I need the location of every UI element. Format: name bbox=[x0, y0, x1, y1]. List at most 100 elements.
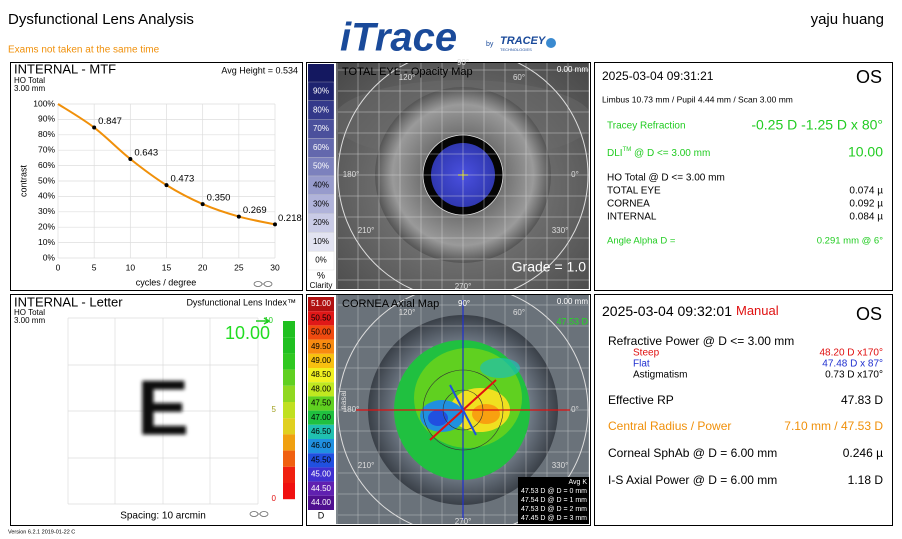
scale-cell bbox=[308, 353, 334, 368]
map-angle: 180° bbox=[343, 170, 360, 179]
app-title: Dysfunctional Lens Analysis bbox=[8, 11, 194, 28]
y-tick-label: 70% bbox=[38, 144, 55, 154]
scale-cap bbox=[308, 64, 334, 82]
mtf-point bbox=[200, 202, 205, 207]
company: TRACEY bbox=[500, 35, 547, 47]
gauge-segment bbox=[283, 466, 295, 483]
map-angle: 0° bbox=[571, 170, 579, 179]
is-value: 1.18 D bbox=[848, 473, 884, 487]
ho-row-label: CORNEA bbox=[607, 199, 650, 210]
mtf-value-label: 0.473 bbox=[171, 174, 195, 185]
sphab-label: Corneal SphAb @ D = 6.00 mm bbox=[608, 446, 777, 460]
map-angle: 90° bbox=[457, 58, 469, 67]
scale-label: 20% bbox=[313, 218, 329, 227]
glasses-icon bbox=[253, 281, 273, 287]
cornea-unit: D bbox=[318, 510, 325, 520]
refraction-label: Tracey Refraction bbox=[607, 121, 686, 132]
mtf-value-label: 0.350 bbox=[207, 193, 231, 204]
exam-date: 2025-03-04 09:32:01 Manual bbox=[602, 303, 779, 319]
gauge-segment bbox=[283, 353, 295, 370]
scale-label: 30% bbox=[313, 199, 329, 208]
letter-title: INTERNAL - Letter bbox=[14, 294, 123, 309]
erp-label: Effective RP bbox=[608, 393, 674, 407]
logo: iTrace bbox=[340, 16, 457, 60]
letter-panel bbox=[10, 294, 303, 526]
scale-cell bbox=[308, 325, 334, 340]
scale-cell bbox=[308, 467, 334, 482]
map-angle: 60° bbox=[513, 308, 525, 317]
scale-cell bbox=[308, 453, 334, 468]
scale-cell bbox=[308, 368, 334, 383]
scale-label: 0% bbox=[315, 256, 327, 265]
scale-cell bbox=[308, 410, 334, 425]
exam-info: Limbus 10.73 mm / Pupil 4.44 mm / Scan 3… bbox=[602, 94, 793, 104]
mtf-point bbox=[92, 125, 97, 130]
scale-label: 50.50 bbox=[311, 313, 332, 322]
cornea-top-angle: 90° bbox=[458, 299, 470, 308]
mtf-value-label: 0.847 bbox=[98, 116, 122, 127]
scale-label: 49.50 bbox=[311, 342, 332, 351]
steep-value: 48.20 D x170° bbox=[820, 348, 884, 359]
avg-k-row: 47.53 D @ D = 0 mm bbox=[521, 488, 587, 495]
x-tick-label: 30 bbox=[270, 262, 280, 272]
flat-value: 47.48 D x 87° bbox=[822, 359, 883, 370]
scale-label: 70% bbox=[313, 124, 329, 133]
ho-rows: TOTAL EYE 0.074 µ CORNEA 0.092 µ INTERNAL 0.0… bbox=[607, 186, 883, 223]
astig-value: 0.73 D x170° bbox=[825, 370, 883, 381]
y-tick-label: 80% bbox=[38, 129, 55, 139]
scale-label: 44.50 bbox=[311, 484, 332, 493]
dli-index: 10.00 bbox=[225, 323, 270, 343]
ho-label: HO Total @ D <= 3.00 mm bbox=[607, 173, 725, 184]
mtf-point bbox=[128, 156, 133, 161]
dli-gauge bbox=[283, 321, 295, 500]
opacity-unit-name: Clarity bbox=[310, 281, 333, 290]
letter-grid bbox=[67, 317, 259, 505]
sphab-value: 0.246 µ bbox=[843, 446, 883, 460]
cornea-power: 47.53 D bbox=[556, 316, 588, 326]
alpha-label: Angle Alpha D = bbox=[607, 236, 676, 247]
eye-side: OS bbox=[856, 67, 882, 87]
ho-row-label: TOTAL EYE bbox=[607, 186, 661, 197]
y-tick-label: 100% bbox=[33, 98, 55, 108]
version: Version 6.2.1 2019-01-22 C bbox=[8, 529, 75, 535]
avg-k-box bbox=[518, 477, 589, 524]
mtf-value-label: 0.269 bbox=[243, 205, 267, 216]
scale-label: 46.50 bbox=[311, 427, 332, 436]
y-axis-label: contrast bbox=[18, 164, 28, 197]
map-angle: 0° bbox=[571, 405, 579, 414]
dli-value: 10.00 bbox=[848, 144, 883, 160]
gauge-segment bbox=[283, 418, 295, 435]
scale-cell bbox=[308, 439, 334, 454]
dli-index-label: Dysfunctional Lens Index™ bbox=[186, 297, 296, 307]
exam-date-text: 2025-03-04 09:32:01 bbox=[602, 303, 732, 319]
map-angle: 270° bbox=[455, 517, 472, 526]
mtf-point bbox=[236, 214, 241, 219]
ho-row-label: INTERNAL bbox=[607, 212, 657, 223]
y-tick-label: 10% bbox=[38, 237, 55, 247]
map-angle: 270° bbox=[455, 282, 472, 291]
map-angle: 180° bbox=[343, 405, 360, 414]
scale-label: 40% bbox=[313, 181, 329, 190]
steep-label: Steep bbox=[633, 348, 660, 359]
grade: Grade = 1.0 bbox=[512, 259, 587, 275]
exam2-panel bbox=[594, 294, 893, 526]
erp-value: 47.83 D bbox=[841, 393, 883, 407]
scale-label: 51.00 bbox=[311, 299, 332, 308]
cornea-title: CORNEA Axial Map bbox=[342, 298, 439, 310]
x-tick-label: 15 bbox=[162, 262, 172, 272]
opacity-image bbox=[336, 63, 589, 289]
ho-row-value: 0.084 µ bbox=[849, 212, 883, 223]
scale-cell bbox=[308, 311, 334, 326]
y-tick-label: 60% bbox=[38, 160, 55, 170]
gauge-segment bbox=[283, 385, 295, 402]
gauge-label: 0 bbox=[272, 494, 277, 503]
avg-k-row: 47.54 D @ D = 1 mm bbox=[521, 497, 587, 504]
scale-label: 46.00 bbox=[311, 441, 332, 450]
gauge-segment bbox=[283, 337, 295, 354]
mtf-title: INTERNAL - MTF bbox=[14, 61, 116, 76]
scale-label: 45.50 bbox=[311, 455, 332, 464]
y-tick-label: 50% bbox=[38, 175, 55, 185]
gauge-segment bbox=[283, 321, 295, 338]
y-tick-label: 30% bbox=[38, 206, 55, 216]
x-axis-label: cycles / degree bbox=[136, 277, 197, 287]
